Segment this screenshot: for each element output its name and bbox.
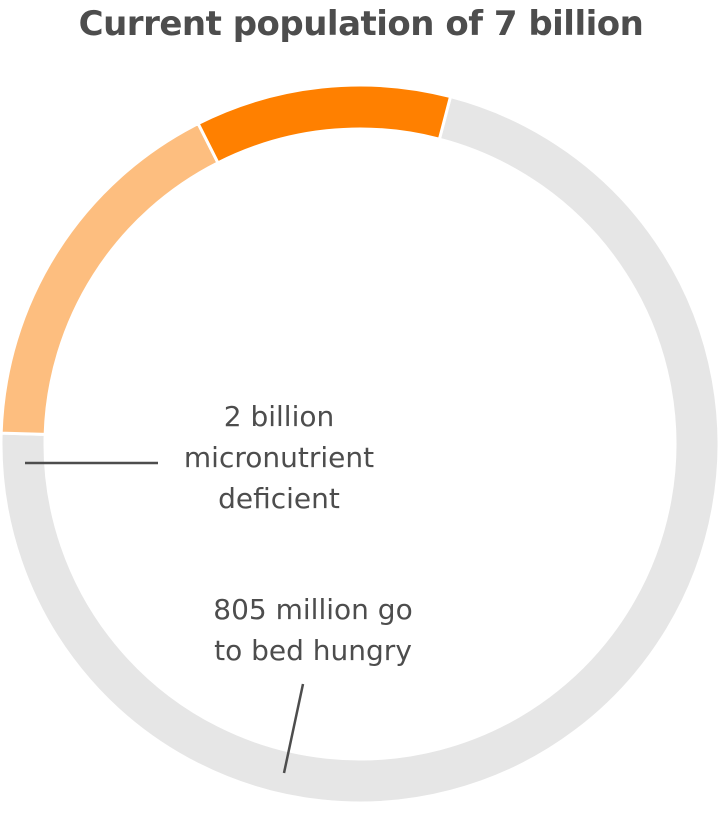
slice-rest-of-population [0,94,721,805]
slice-hungry [196,83,453,165]
chart-title: Current population of 7 billion [78,4,644,44]
leader-line-hungry [282,683,305,774]
annotation-micronutrient-line-2: micronutrient [183,441,375,474]
annotation-micronutrient-line-3: deficient [218,482,340,515]
annotation-hungry: 805 million go to bed hungry [187,589,439,671]
annotation-hungry-line-1: 805 million go [213,593,413,626]
annotation-micronutrient-line-1: 2 billion [223,400,335,433]
slice-micronutrient-deficient [0,121,220,436]
annotation-micronutrient: 2 billion micronutrient deficient [158,396,400,519]
donut-slices [0,83,721,805]
annotation-hungry-line-2: to bed hungry [214,634,412,667]
